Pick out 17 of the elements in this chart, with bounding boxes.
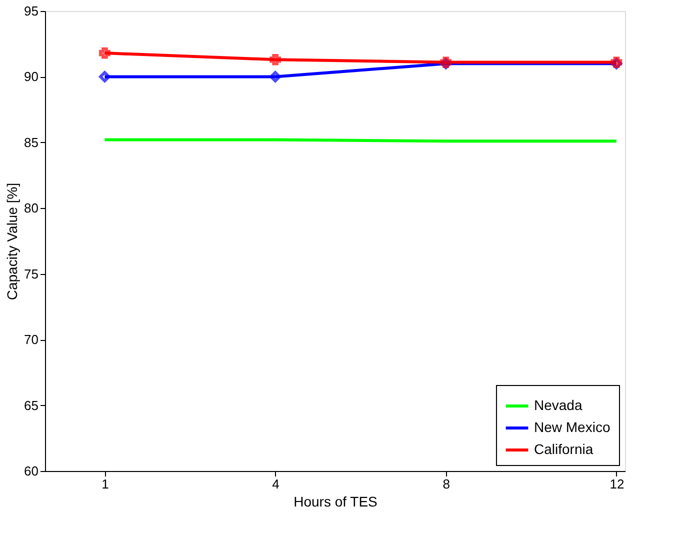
y-tick-label: 60 xyxy=(24,464,38,478)
y-tick-label: 95 xyxy=(24,4,38,18)
y-tick-label: 80 xyxy=(24,200,38,216)
x-axis-title: Hours of TES xyxy=(294,494,378,510)
y-tick-label: 85 xyxy=(24,134,38,150)
y-tick-label: 75 xyxy=(24,266,38,282)
x-tick-label: 8 xyxy=(442,476,450,492)
x-tick-label: 4 xyxy=(272,476,280,492)
y-tick-label: 70 xyxy=(24,332,38,348)
x-tick-label: 1 xyxy=(102,476,109,492)
y-axis-title: Capacity Value [%] xyxy=(4,182,20,300)
x-tick-label: 12 xyxy=(610,476,624,492)
legend-label: Nevada xyxy=(534,397,582,413)
legend-label: California xyxy=(534,441,594,457)
y-tick-label: 65 xyxy=(24,398,38,413)
y-tick-label: 90 xyxy=(24,69,38,84)
legend-label: New Mexico xyxy=(534,419,610,435)
